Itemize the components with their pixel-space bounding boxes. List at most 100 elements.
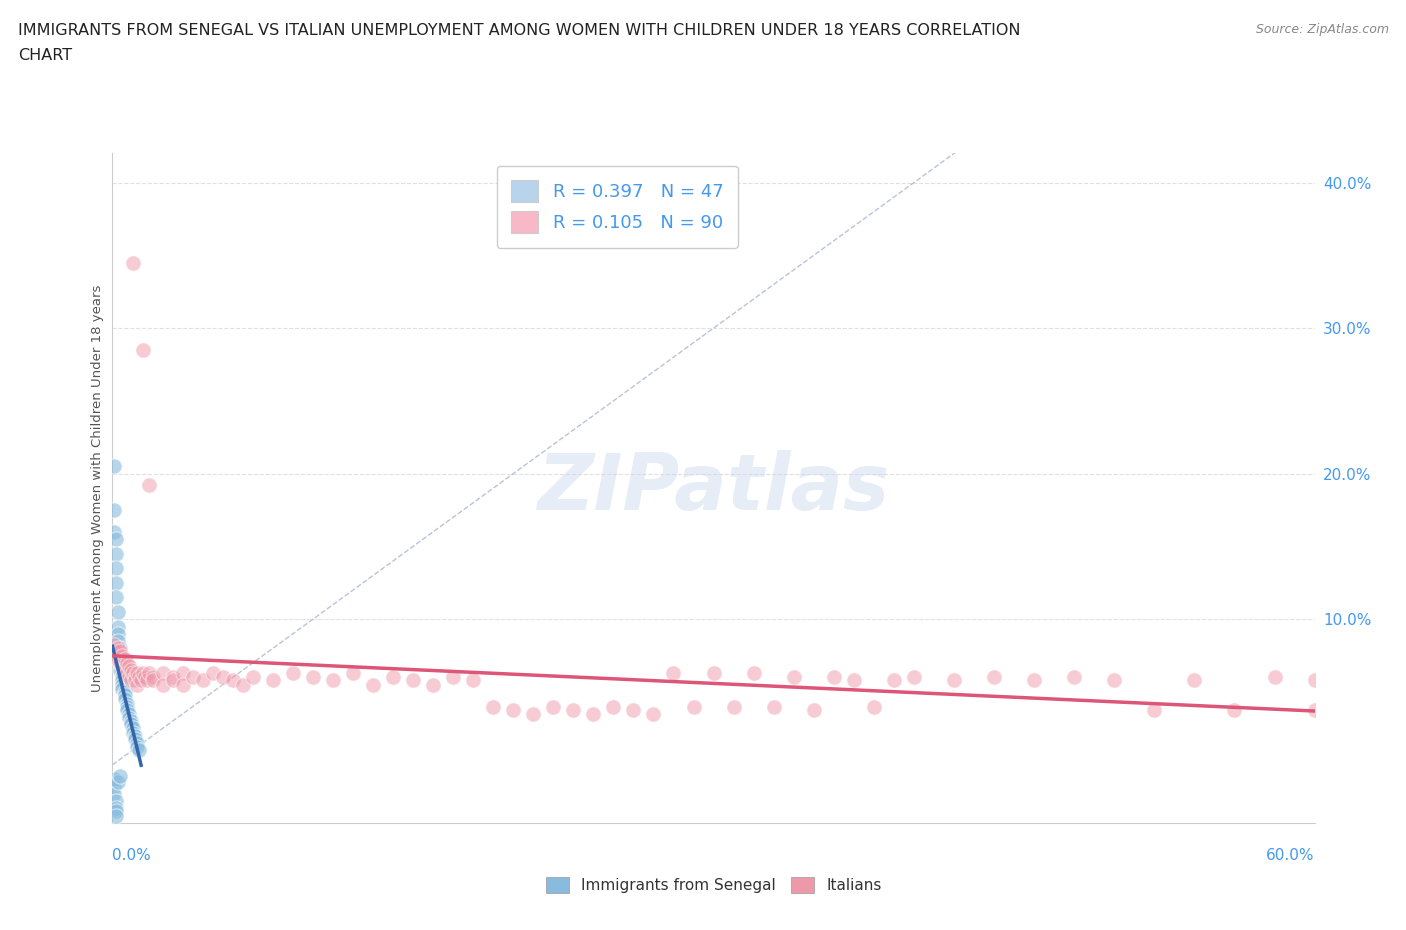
- Point: [120, 717, 142, 732]
- Point: [111, 677, 134, 692]
- Point: [117, 711, 139, 725]
- Point: [211, 670, 233, 684]
- Point: [131, 666, 153, 681]
- Point: [110, 769, 132, 784]
- Point: [121, 666, 143, 681]
- Point: [152, 677, 174, 692]
- Point: [602, 699, 624, 714]
- Point: [1143, 702, 1166, 717]
- Point: [117, 707, 139, 722]
- Point: [242, 670, 264, 684]
- Point: [543, 699, 565, 714]
- Point: [883, 673, 905, 688]
- Point: [162, 670, 184, 684]
- Text: ZIPatlas: ZIPatlas: [537, 450, 890, 526]
- Point: [482, 699, 505, 714]
- Point: [121, 725, 143, 740]
- Text: CHART: CHART: [18, 48, 72, 63]
- Point: [120, 713, 142, 728]
- Point: [111, 673, 134, 688]
- Point: [172, 677, 194, 692]
- Point: [117, 658, 139, 673]
- Point: [643, 707, 665, 722]
- Point: [110, 663, 132, 678]
- Point: [522, 707, 544, 722]
- Point: [105, 794, 128, 809]
- Point: [191, 673, 214, 688]
- Point: [107, 775, 129, 790]
- Point: [124, 731, 146, 746]
- Point: [1024, 673, 1046, 688]
- Point: [803, 702, 825, 717]
- Text: IMMIGRANTS FROM SENEGAL VS ITALIAN UNEMPLOYMENT AMONG WOMEN WITH CHILDREN UNDER : IMMIGRANTS FROM SENEGAL VS ITALIAN UNEMP…: [18, 23, 1021, 38]
- Point: [742, 666, 765, 681]
- Text: 0.0%: 0.0%: [112, 848, 152, 863]
- Point: [863, 699, 886, 714]
- Text: Source: ZipAtlas.com: Source: ZipAtlas.com: [1256, 23, 1389, 36]
- Point: [422, 677, 444, 692]
- Point: [103, 502, 125, 517]
- Point: [1264, 670, 1286, 684]
- Point: [141, 670, 163, 684]
- Point: [115, 702, 138, 717]
- Point: [110, 648, 132, 663]
- Legend: R = 0.397   N = 47, R = 0.105   N = 90: R = 0.397 N = 47, R = 0.105 N = 90: [496, 166, 738, 247]
- Point: [105, 590, 128, 604]
- Point: [131, 342, 153, 357]
- Point: [562, 702, 585, 717]
- Point: [114, 687, 136, 702]
- Point: [103, 787, 125, 802]
- Point: [105, 644, 128, 658]
- Point: [120, 673, 142, 688]
- Point: [105, 546, 128, 561]
- Point: [105, 648, 128, 663]
- Point: [103, 525, 125, 539]
- Point: [782, 670, 804, 684]
- Point: [107, 641, 129, 656]
- Point: [115, 656, 138, 671]
- Point: [682, 699, 704, 714]
- Point: [105, 801, 128, 816]
- Point: [129, 673, 152, 688]
- Point: [110, 656, 132, 671]
- Point: [114, 661, 136, 676]
- Point: [128, 670, 150, 684]
- Point: [1063, 670, 1085, 684]
- Point: [110, 641, 132, 656]
- Point: [135, 673, 157, 688]
- Point: [115, 697, 138, 711]
- Point: [125, 677, 148, 692]
- Point: [382, 670, 405, 684]
- Point: [134, 670, 156, 684]
- Point: [110, 656, 132, 671]
- Point: [201, 666, 224, 681]
- Point: [114, 684, 136, 699]
- Point: [125, 740, 148, 755]
- Point: [702, 666, 725, 681]
- Point: [128, 743, 150, 758]
- Point: [342, 666, 364, 681]
- Point: [762, 699, 785, 714]
- Point: [121, 255, 143, 270]
- Point: [903, 670, 925, 684]
- Point: [121, 721, 143, 736]
- Point: [115, 666, 138, 681]
- Point: [110, 644, 132, 658]
- Point: [105, 804, 128, 818]
- Point: [103, 459, 125, 474]
- Point: [281, 666, 304, 681]
- Point: [124, 673, 146, 688]
- Point: [361, 677, 384, 692]
- Point: [115, 699, 138, 714]
- Point: [111, 682, 134, 697]
- Point: [582, 707, 605, 722]
- Point: [111, 648, 134, 663]
- Point: [1223, 702, 1246, 717]
- Text: 60.0%: 60.0%: [1267, 848, 1315, 863]
- Point: [302, 670, 325, 684]
- Point: [942, 673, 965, 688]
- Point: [1303, 673, 1326, 688]
- Point: [441, 670, 464, 684]
- Y-axis label: Unemployment Among Women with Children Under 18 years: Unemployment Among Women with Children U…: [91, 285, 104, 692]
- Point: [823, 670, 845, 684]
